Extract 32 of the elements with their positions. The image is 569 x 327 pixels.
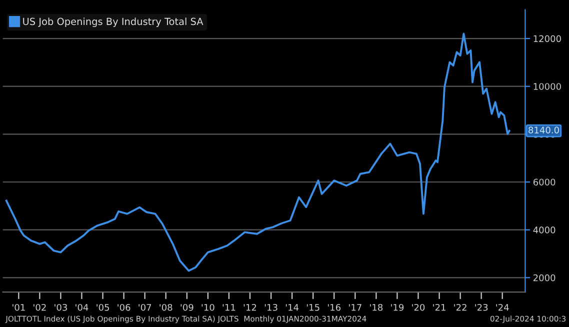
y-tick-label: 12000 — [534, 35, 561, 42]
x-tick-label: '11 — [222, 304, 236, 311]
y-tick-label: 6000 — [533, 178, 556, 186]
x-tick-label: '20 — [412, 304, 425, 311]
x-tick-label: '15 — [306, 304, 320, 311]
legend-label: US Job Openings By Industry Total SA — [23, 18, 204, 27]
x-tick-label: '08 — [160, 304, 172, 311]
x-tick-label: '07 — [138, 304, 152, 311]
x-tick-label: '03 — [54, 304, 67, 311]
x-tick-label: '10 — [202, 304, 214, 311]
x-tick-label: '17 — [349, 304, 362, 311]
x-tick-label: '19 — [391, 304, 404, 311]
x-tick-label: '16 — [328, 304, 341, 311]
y-tick-label: 4000 — [533, 226, 556, 234]
x-tick-label: '18 — [370, 304, 383, 311]
x-tick-label: '14 — [286, 304, 299, 311]
x-tick-label: '24 — [496, 304, 509, 311]
x-tick-label: '22 — [454, 304, 466, 311]
line-series — [5, 32, 510, 272]
x-tick-label: '13 — [264, 304, 278, 311]
annotation: 8140.0 — [528, 126, 559, 134]
x-tick-label: '02 — [34, 304, 46, 311]
x-tick-label: '04 — [76, 304, 88, 311]
x-tick-label: '06 — [118, 304, 130, 311]
x-tick-label: '23 — [475, 304, 488, 311]
y-tick-label: 2000 — [533, 274, 556, 282]
x-tick-label: '21 — [433, 304, 446, 311]
x-tick-label: '12 — [244, 304, 256, 311]
x-tick-label: '01 — [12, 304, 25, 311]
y-tick-label: 10000 — [534, 83, 561, 90]
x-tick-label: '05 — [96, 304, 109, 311]
x-tick-label: '09 — [180, 304, 194, 311]
